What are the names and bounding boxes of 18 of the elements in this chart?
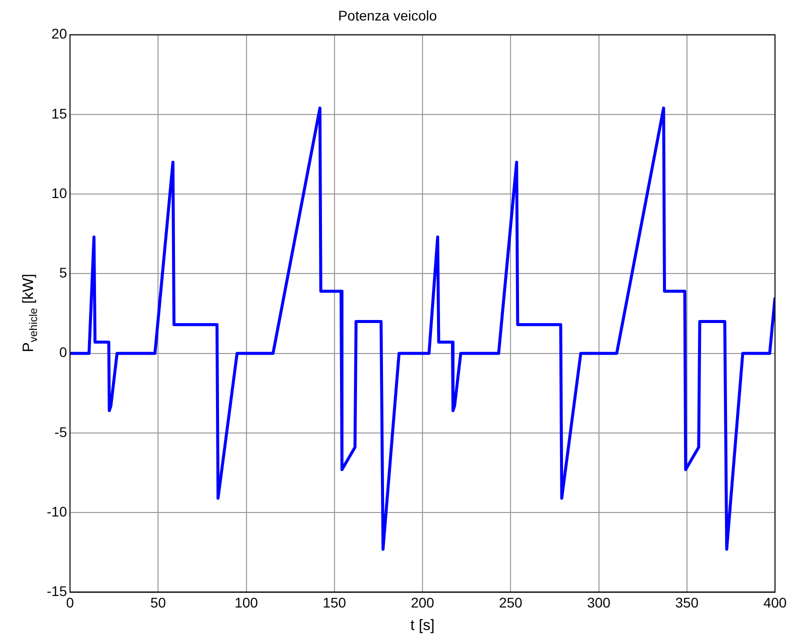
x-tick-label: 300: [587, 594, 611, 610]
x-tick-label: 200: [410, 594, 434, 610]
y-tick-label: -10: [46, 503, 68, 520]
y-tick-label: 15: [51, 105, 68, 122]
y-tick-label: 20: [51, 26, 68, 42]
x-tick-label: 150: [322, 594, 346, 610]
y-tick-label: 0: [59, 344, 68, 360]
x-tick-label: 250: [498, 594, 523, 610]
y-tick-label: -15: [46, 583, 68, 600]
x-tick-label: 350: [675, 594, 699, 610]
x-tick-label: 100: [234, 594, 258, 610]
y-tick-label: 10: [51, 184, 68, 201]
chart-title: Potenza veicolo: [338, 7, 438, 24]
y-tick-label: -5: [54, 424, 68, 440]
x-axis-title: t [s]: [410, 617, 435, 634]
x-tick-label: 50: [150, 594, 166, 610]
x-tick-label: 400: [763, 594, 787, 610]
y-tick-label: 5: [59, 264, 68, 281]
